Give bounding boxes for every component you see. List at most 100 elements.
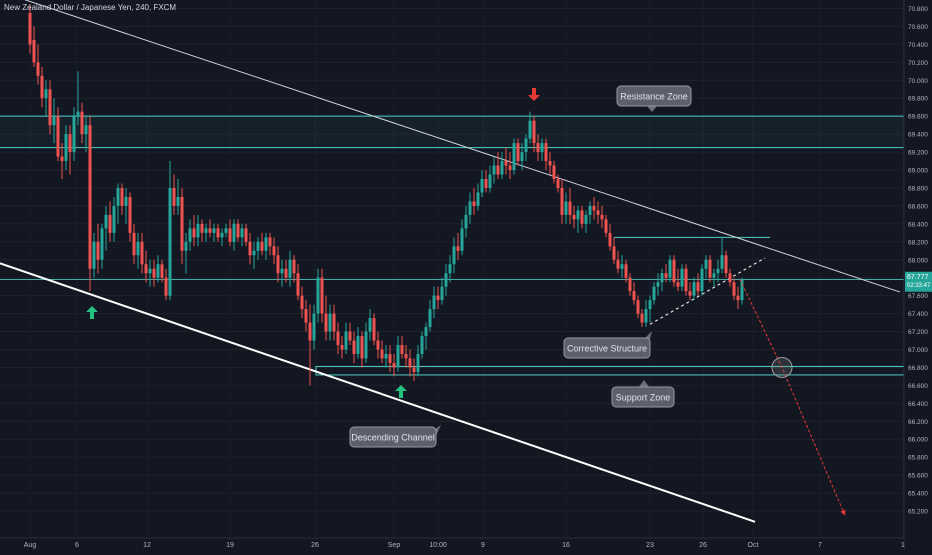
candle[interactable]: [272, 237, 276, 265]
candle[interactable]: [36, 44, 40, 85]
candle[interactable]: [316, 268, 320, 323]
candle[interactable]: [312, 304, 316, 350]
candle[interactable]: [672, 255, 676, 287]
candle[interactable]: [412, 358, 416, 381]
candle[interactable]: [480, 170, 484, 197]
candle[interactable]: [80, 102, 84, 144]
candle[interactable]: [308, 304, 312, 386]
candle[interactable]: [296, 264, 300, 301]
candle[interactable]: [572, 205, 576, 229]
candle[interactable]: [432, 286, 436, 319]
candles[interactable]: [28, 4, 744, 386]
candle[interactable]: [408, 349, 412, 377]
candle[interactable]: [576, 205, 580, 233]
candle[interactable]: [392, 353, 396, 377]
candle[interactable]: [388, 345, 392, 372]
candle[interactable]: [540, 138, 544, 162]
candle[interactable]: [584, 210, 588, 233]
candle[interactable]: [336, 322, 340, 354]
candle[interactable]: [164, 268, 168, 301]
candle[interactable]: [196, 214, 200, 247]
price-scale[interactable]: 70.800 70.600 70.400 70.200 70.000 69.800 69.6…: [908, 6, 928, 516]
candle[interactable]: [216, 223, 220, 242]
candle[interactable]: [528, 111, 532, 144]
candle[interactable]: [740, 277, 744, 305]
candle[interactable]: [436, 286, 440, 310]
candle[interactable]: [156, 255, 160, 283]
candle[interactable]: [256, 237, 260, 260]
candle[interactable]: [140, 232, 144, 274]
candle[interactable]: [384, 345, 388, 368]
candle[interactable]: [232, 219, 236, 251]
candle[interactable]: [568, 187, 572, 224]
candle[interactable]: [416, 345, 420, 377]
candle[interactable]: [40, 66, 44, 108]
candle[interactable]: [496, 152, 500, 179]
candle[interactable]: [548, 152, 552, 175]
candle[interactable]: [212, 223, 216, 242]
candle[interactable]: [200, 219, 204, 242]
candle[interactable]: [536, 134, 540, 162]
candle[interactable]: [252, 241, 256, 269]
candle[interactable]: [452, 237, 456, 274]
candle[interactable]: [648, 295, 652, 323]
resistance-zone-callout[interactable]: Resistance Zone: [616, 85, 692, 112]
candle[interactable]: [204, 223, 208, 242]
projection-path[interactable]: [739, 279, 846, 516]
candle[interactable]: [588, 201, 592, 224]
candle[interactable]: [656, 273, 660, 296]
candle[interactable]: [560, 178, 564, 224]
candle[interactable]: [132, 223, 136, 265]
candle[interactable]: [244, 223, 248, 247]
candle[interactable]: [52, 98, 56, 144]
candle[interactable]: [632, 282, 636, 305]
channel-lower-trendline[interactable]: [0, 262, 756, 523]
candle[interactable]: [660, 268, 664, 292]
candle[interactable]: [192, 214, 196, 247]
candle[interactable]: [372, 313, 376, 346]
candle[interactable]: [564, 192, 568, 224]
candle[interactable]: [152, 259, 156, 287]
candle[interactable]: [116, 183, 120, 224]
candle[interactable]: [636, 295, 640, 319]
channel-upper-trendline[interactable]: [0, 0, 901, 293]
candle[interactable]: [100, 223, 104, 269]
candle[interactable]: [688, 282, 692, 301]
candle[interactable]: [128, 192, 132, 242]
candle[interactable]: [520, 143, 524, 171]
candle[interactable]: [360, 331, 364, 368]
candle[interactable]: [404, 345, 408, 368]
candle[interactable]: [92, 232, 96, 278]
candle[interactable]: [376, 331, 380, 359]
candle[interactable]: [240, 223, 244, 247]
candle[interactable]: [280, 259, 284, 287]
candle[interactable]: [524, 134, 528, 162]
candle[interactable]: [580, 205, 584, 229]
target-circle[interactable]: [771, 356, 793, 378]
candle[interactable]: [664, 264, 668, 283]
candle[interactable]: [260, 232, 264, 256]
candle[interactable]: [68, 125, 72, 175]
candle[interactable]: [544, 138, 548, 171]
candle[interactable]: [224, 223, 228, 238]
candle[interactable]: [684, 264, 688, 296]
candle[interactable]: [692, 277, 696, 301]
candle[interactable]: [48, 80, 52, 135]
candle[interactable]: [732, 277, 736, 301]
candle[interactable]: [644, 300, 648, 328]
candle[interactable]: [184, 232, 188, 274]
candle[interactable]: [28, 4, 32, 54]
candle[interactable]: [120, 183, 124, 215]
candle[interactable]: [208, 219, 212, 238]
candle[interactable]: [628, 273, 632, 296]
candle[interactable]: [352, 331, 356, 363]
candle[interactable]: [596, 201, 600, 224]
candle[interactable]: [476, 183, 480, 211]
candle[interactable]: [236, 219, 240, 242]
candle[interactable]: [484, 170, 488, 193]
candle[interactable]: [552, 161, 556, 184]
candle[interactable]: [444, 264, 448, 296]
descending-channel-callout[interactable]: Descending Channel: [349, 425, 441, 448]
candle[interactable]: [304, 300, 308, 332]
candle[interactable]: [728, 268, 732, 287]
